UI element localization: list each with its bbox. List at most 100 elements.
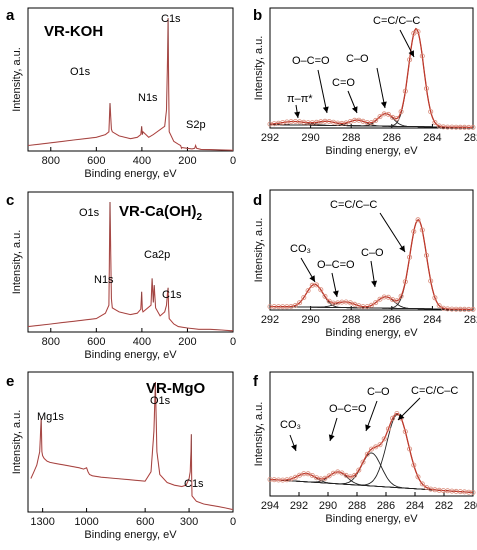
x-tick-label: 292 [261, 132, 279, 144]
x-tick-label: 800 [42, 336, 60, 348]
peak-arrow [379, 212, 406, 253]
y-axis-label: Intensity, a.u. [11, 47, 23, 112]
x-tick-label: 800 [42, 155, 60, 167]
x-axis-label: Binding energy, eV [84, 349, 177, 361]
peak-arrow-head [351, 106, 358, 113]
survey-spectrum-fit-line [27, 201, 233, 331]
data-point [322, 293, 328, 299]
data-point [288, 476, 294, 482]
survey-spectrum-fit-line [30, 381, 233, 510]
x-tick-label: 282 [464, 132, 477, 144]
data-point [352, 301, 358, 307]
x-axis-label: Binding energy, eV [325, 513, 418, 525]
data-point [390, 415, 396, 421]
data-point [415, 29, 421, 35]
survey-peak-label: O1s [70, 66, 91, 78]
fit-envelope-line [269, 412, 474, 494]
peak-arrow-head [365, 424, 371, 431]
sample-title: VR-MgO [146, 380, 205, 397]
peak-label: C=C/C–C [411, 385, 458, 397]
data-point [385, 294, 391, 300]
data-point [423, 86, 429, 92]
peak-arrow-head [322, 106, 329, 113]
survey-peak-label: N1s [138, 92, 158, 104]
data-point [343, 120, 349, 126]
x-axis-label: Binding energy, eV [84, 168, 177, 180]
data-point [423, 252, 429, 258]
x-axis-label: Binding energy, eV [325, 327, 418, 339]
panel-letter-a: a [6, 7, 15, 24]
survey-spectrum-fit-line [27, 18, 234, 151]
data-point [326, 298, 332, 304]
data-point [394, 116, 400, 122]
x-tick-label: 284 [423, 132, 441, 144]
data-point [347, 300, 353, 306]
data-point [407, 57, 413, 63]
data-point [373, 444, 379, 450]
x-axis-label: Binding energy, eV [325, 145, 418, 157]
panel-b: b 292 290 288 286 284 282 Binding energy, eV Int… [253, 7, 477, 157]
data-point [318, 287, 324, 293]
peak-label: C–O [367, 386, 390, 398]
x-tick-label: 284 [423, 314, 441, 326]
x-tick-label: 288 [348, 500, 366, 512]
data-point [415, 474, 421, 480]
data-point [470, 124, 476, 130]
x-tick-label: 0 [230, 155, 236, 167]
x-tick-label: 286 [383, 314, 401, 326]
peak-label: O–C=O [329, 403, 367, 415]
panel-letter-d: d [253, 192, 262, 209]
plot-frame [27, 371, 234, 513]
x-tick-label: 282 [435, 500, 453, 512]
data-point [428, 278, 434, 284]
peak-label: π–π* [287, 93, 313, 105]
data-point [377, 442, 383, 448]
x-tick-label: 282 [464, 314, 477, 326]
data-point [313, 282, 319, 288]
survey-peak-label: O1s [79, 207, 100, 219]
peak-arrow-head [332, 290, 339, 297]
plot-frame [269, 7, 474, 129]
x-tick-label: 288 [342, 132, 360, 144]
x-tick-label: 280 [464, 500, 477, 512]
x-tick-label: 286 [377, 500, 395, 512]
y-axis-label: Intensity, a.u. [253, 402, 265, 467]
peak-label: C=C/C–C [373, 15, 420, 27]
data-point [381, 436, 387, 442]
x-tick-label: 292 [261, 314, 279, 326]
data-point [415, 217, 421, 223]
data-point [432, 120, 438, 126]
x-tick-label: 1000 [74, 516, 98, 528]
peak-arrow-head [380, 101, 387, 108]
y-axis-label: Intensity, a.u. [11, 410, 23, 475]
data-point [411, 30, 417, 36]
peak-label: C–O [361, 247, 384, 259]
data-point [432, 295, 438, 301]
x-tick-label: 284 [406, 500, 424, 512]
plot-frame [27, 7, 234, 152]
data-point [394, 298, 400, 304]
data-point [411, 228, 417, 234]
x-tick-label: 290 [301, 314, 319, 326]
survey-peak-label: Mg1s [37, 411, 64, 423]
data-point [301, 294, 307, 300]
data-point [377, 296, 383, 302]
x-tick-label: 200 [178, 336, 196, 348]
data-point [360, 118, 366, 124]
panel-letter-c: c [6, 192, 14, 209]
data-point [390, 297, 396, 303]
data-point [364, 451, 370, 457]
data-point [305, 288, 311, 294]
x-tick-label: 400 [133, 155, 151, 167]
panel-a: a 800 600 400 200 0 Binding energy, eV Intensit… [6, 7, 236, 180]
data-point [402, 88, 408, 94]
peak-label: C–O [346, 53, 369, 65]
data-point [326, 473, 332, 479]
sample-title: VR-Ca(OH)2 [119, 203, 203, 223]
data-point [398, 109, 404, 115]
data-point [419, 53, 425, 59]
data-point [407, 254, 413, 260]
data-point [292, 474, 298, 480]
data-point [428, 109, 434, 115]
